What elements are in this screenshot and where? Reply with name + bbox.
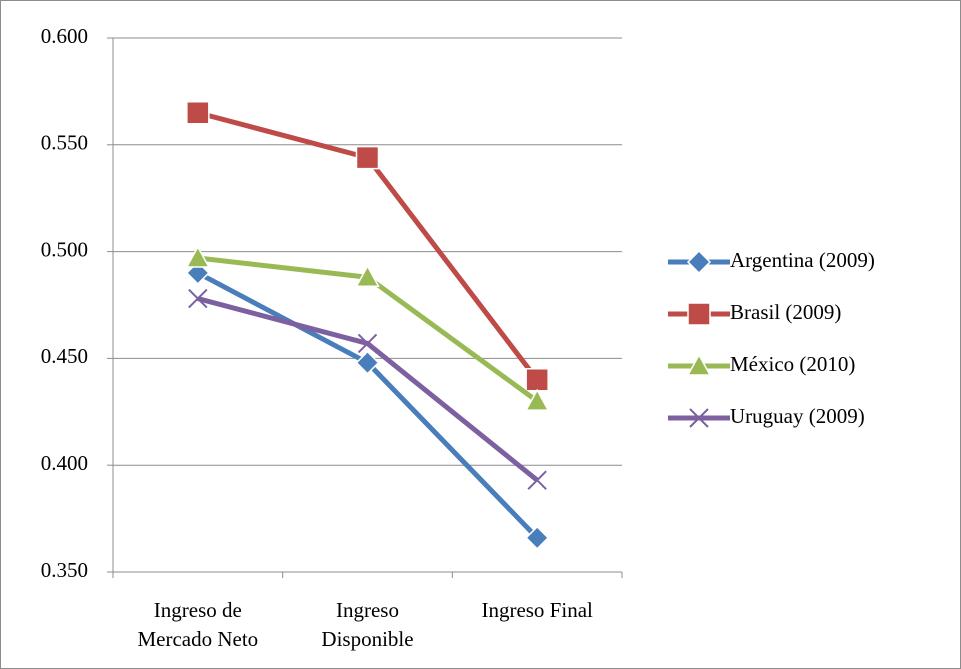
marker	[355, 264, 380, 287]
y-tick-label: 0.500	[41, 237, 88, 261]
marker	[527, 470, 547, 490]
marker	[355, 350, 380, 375]
legend-label: México (2010)	[730, 352, 855, 376]
marker	[357, 333, 378, 354]
marker	[525, 525, 550, 550]
y-tick-label: 0.450	[41, 344, 88, 368]
y-tick-label: 0.550	[41, 131, 88, 155]
x-tick-label: Ingreso Final	[481, 598, 593, 622]
marker	[687, 302, 711, 326]
marker	[689, 408, 709, 428]
y-tick-label: 0.600	[41, 24, 88, 48]
y-tick-label: 0.350	[41, 558, 88, 582]
marker	[524, 388, 550, 411]
marker	[686, 353, 712, 376]
legend-label: Argentina (2009)	[730, 248, 875, 272]
marker	[186, 101, 210, 125]
legend-label: Uruguay (2009)	[730, 404, 865, 428]
marker	[188, 288, 208, 309]
marker	[355, 145, 380, 170]
marker	[185, 245, 211, 268]
x-tick-label: Ingreso Disponible	[321, 598, 414, 651]
y-tick-label: 0.400	[41, 451, 88, 475]
legend-label: Brasil (2009)	[730, 300, 841, 324]
x-tick-label: Ingreso de Mercado Neto	[137, 598, 259, 651]
marker	[525, 368, 549, 392]
marker	[686, 249, 712, 275]
